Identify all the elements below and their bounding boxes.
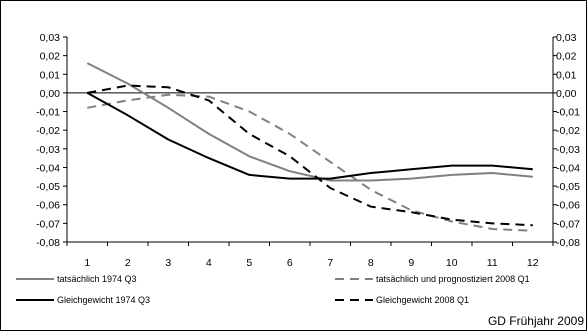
y-tick-label-left: -0,05 [36, 181, 60, 193]
y-tick-label-left: 0,02 [40, 51, 61, 63]
y-tick-label-left: -0,06 [36, 200, 60, 212]
series-line-3 [86, 92, 533, 180]
y-tick-label-right: 0,02 [556, 51, 577, 63]
y-tick-label-right: -0,03 [556, 144, 580, 156]
x-tick-label: 1 [84, 257, 90, 269]
y-tick-label-left: -0,04 [36, 162, 60, 174]
y-tick-label-left: 0,03 [40, 32, 61, 44]
x-tick-label: 2 [125, 257, 131, 269]
legend-label-1: tatsächlich 1974 Q3 [57, 274, 137, 284]
series-line-4 [87, 84, 533, 227]
y-tick-label-left: 0,01 [40, 69, 61, 81]
x-tick-label: 8 [368, 257, 374, 269]
y-tick-label-right: -0,06 [556, 200, 580, 212]
source-label: GD Frühjahr 2009 [487, 314, 584, 328]
y-tick-label-right: -0,05 [556, 181, 580, 193]
legend-label-4: Gleichgewicht 2008 Q1 [376, 295, 469, 305]
y-tick-label-left: -0,01 [36, 107, 60, 119]
y-tick-label-right: 0,01 [556, 69, 577, 81]
y-tick-label-right: 0,00 [556, 88, 577, 100]
legend: tatsächlich 1974 Q3 tatsächlich und progn… [16, 274, 530, 305]
axes: 0,03 0,03 0,02 0,02 0,01 0,01 0,00 0,00 -0,01 -0,… [36, 32, 580, 269]
x-tick-label: 3 [165, 257, 171, 269]
y-tick-label-left: -0,03 [36, 144, 60, 156]
series-line-1 [86, 62, 533, 182]
legend-label-2: tatsächlich und prognostiziert 2008 Q1 [376, 274, 530, 284]
x-tick-label: 4 [206, 257, 212, 269]
y-tick-label-right: 0,03 [556, 32, 577, 44]
legend-label-3: Gleichgewicht 1974 Q3 [57, 295, 150, 305]
series-lines [86, 62, 533, 232]
x-tick-label: 7 [327, 257, 333, 269]
x-tick-label: 6 [287, 257, 293, 269]
y-tick-label-left: -0,02 [36, 125, 60, 137]
y-tick-label-left: 0,00 [40, 88, 61, 100]
y-tick-label-right: -0,08 [556, 237, 580, 249]
x-tick-label: 11 [487, 257, 498, 269]
x-tick-label: 5 [246, 257, 252, 269]
y-tick-label-right: -0,02 [556, 125, 580, 137]
x-tick-label: 10 [446, 257, 458, 269]
y-tick-label-right: -0,07 [556, 218, 580, 230]
y-tick-label-left: -0,07 [36, 218, 60, 230]
y-tick-label-right: -0,01 [556, 107, 580, 119]
x-tick-label: 12 [527, 257, 539, 269]
series-line-2 [87, 93, 533, 232]
y-tick-label-right: -0,04 [556, 162, 580, 174]
x-tick-label: 9 [408, 257, 414, 269]
y-tick-label-left: -0,08 [36, 237, 60, 249]
